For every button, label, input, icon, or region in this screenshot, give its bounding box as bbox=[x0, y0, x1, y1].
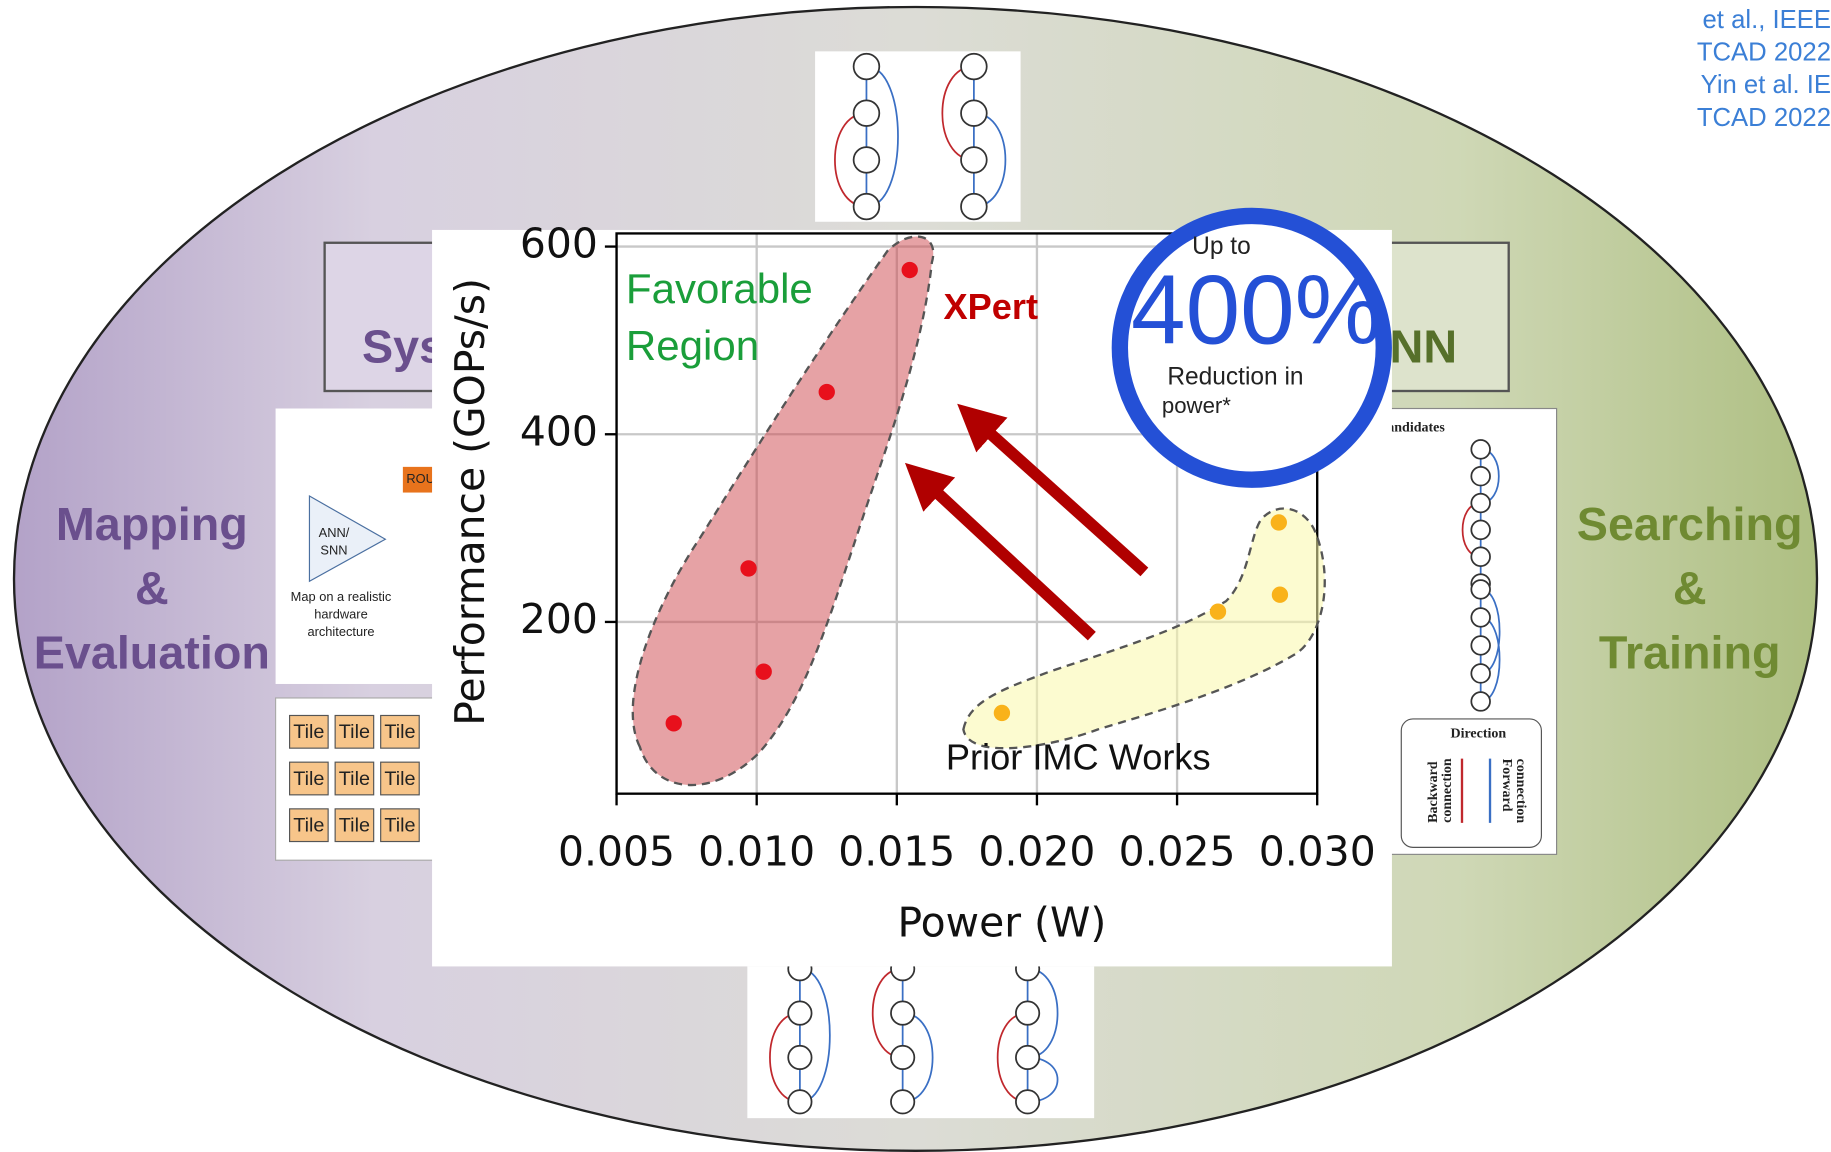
scatter-point bbox=[1210, 603, 1226, 619]
tile-label: Tile bbox=[339, 721, 370, 743]
graph-node bbox=[1471, 494, 1490, 513]
graph-node bbox=[961, 54, 987, 80]
graph-node bbox=[1016, 1001, 1039, 1024]
region-label: Favorable bbox=[626, 265, 813, 312]
graph-node bbox=[891, 1001, 914, 1024]
side-label: Evaluation bbox=[34, 626, 270, 678]
inset-caption: architecture bbox=[307, 624, 374, 639]
series-label: Prior IMC Works bbox=[946, 736, 1211, 777]
graph-node bbox=[788, 1001, 811, 1024]
graph-node bbox=[1471, 547, 1490, 566]
citation: TCAD 2022 bbox=[1697, 104, 1831, 132]
x-axis-title: Power (W) bbox=[897, 899, 1106, 947]
graph-node bbox=[854, 100, 880, 126]
badge-value: 400% bbox=[1131, 254, 1382, 364]
badge-text: Reduction in bbox=[1167, 364, 1303, 391]
graph-node bbox=[1016, 1046, 1039, 1069]
tile-label: Tile bbox=[293, 721, 324, 743]
inset-caption: hardware bbox=[314, 606, 367, 621]
y-axis-title: Performance (GOPs/s) bbox=[446, 278, 494, 726]
citation: Yin et al. IE bbox=[1701, 71, 1831, 99]
backward-label: Backward bbox=[1426, 761, 1441, 823]
badge-text: power* bbox=[1162, 393, 1231, 418]
graph-node bbox=[1471, 440, 1490, 459]
tile-label: Tile bbox=[293, 815, 324, 837]
side-label: Searching bbox=[1577, 498, 1803, 550]
legend-title: Direction bbox=[1450, 726, 1506, 741]
y-tick-label: 200 bbox=[520, 595, 598, 643]
scatter-point bbox=[902, 262, 918, 278]
series-label: XPert bbox=[944, 286, 1039, 327]
graph-node bbox=[961, 194, 987, 220]
model-label: SNN bbox=[320, 542, 347, 557]
tile-label: Tile bbox=[293, 768, 324, 790]
slide: et al., IEEE TCAD 2022 Yin et al. IE TCA… bbox=[0, 0, 1831, 1152]
inset-title: andidates bbox=[1387, 421, 1445, 436]
graph-node bbox=[1471, 692, 1490, 711]
graph-node bbox=[961, 100, 987, 126]
y-tick-label: 600 bbox=[520, 220, 598, 268]
model-label: ANN/ bbox=[319, 525, 350, 540]
side-label: Mapping bbox=[56, 498, 248, 550]
graph-node bbox=[1471, 664, 1490, 683]
tile-label: Tile bbox=[339, 815, 370, 837]
side-label: & bbox=[1673, 562, 1707, 614]
graph-node bbox=[1471, 608, 1490, 627]
region-label: Region bbox=[626, 322, 759, 369]
box-label: NN bbox=[1390, 320, 1457, 372]
citation: et al., IEEE bbox=[1703, 6, 1831, 34]
graph-node bbox=[854, 54, 880, 80]
graph-node bbox=[891, 1046, 914, 1069]
tile-label: Tile bbox=[384, 815, 415, 837]
x-tick-label: 0.020 bbox=[978, 827, 1095, 875]
graph-node bbox=[1016, 1090, 1039, 1113]
y-tick-label: 400 bbox=[520, 407, 598, 455]
graph-node bbox=[961, 147, 987, 173]
side-label: Training bbox=[1599, 626, 1781, 678]
graph-node bbox=[1471, 467, 1490, 486]
citation: TCAD 2022 bbox=[1697, 38, 1831, 66]
forward-label: connection bbox=[1513, 759, 1528, 824]
scatter-point bbox=[666, 715, 682, 731]
graph-node bbox=[1471, 580, 1490, 599]
graph-node bbox=[854, 194, 880, 220]
graph-node bbox=[854, 147, 880, 173]
graph-node bbox=[788, 1046, 811, 1069]
scatter-point bbox=[740, 560, 756, 576]
side-label: & bbox=[135, 562, 169, 614]
router-label: ROU bbox=[406, 471, 435, 486]
graph-node bbox=[891, 1090, 914, 1113]
scatter-point bbox=[1272, 587, 1288, 603]
graph-node bbox=[1471, 521, 1490, 540]
x-tick-label: 0.010 bbox=[698, 827, 815, 875]
graph-node bbox=[788, 1090, 811, 1113]
tile-label: Tile bbox=[384, 768, 415, 790]
backward-label: connection bbox=[1440, 758, 1455, 823]
forward-label: Forward bbox=[1499, 759, 1514, 812]
x-tick-label: 0.025 bbox=[1119, 827, 1236, 875]
x-tick-label: 0.015 bbox=[838, 827, 955, 875]
tile-label: Tile bbox=[339, 768, 370, 790]
inset-caption: Map on a realistic bbox=[291, 589, 392, 604]
graph-node bbox=[1471, 636, 1490, 655]
tile-label: Tile bbox=[384, 721, 415, 743]
x-tick-label: 0.005 bbox=[558, 827, 675, 875]
scatter-point bbox=[1271, 514, 1287, 530]
scatter-point bbox=[819, 384, 835, 400]
x-tick-label: 0.030 bbox=[1259, 827, 1376, 875]
scatter-point bbox=[994, 705, 1010, 721]
scatter-point bbox=[756, 664, 772, 680]
